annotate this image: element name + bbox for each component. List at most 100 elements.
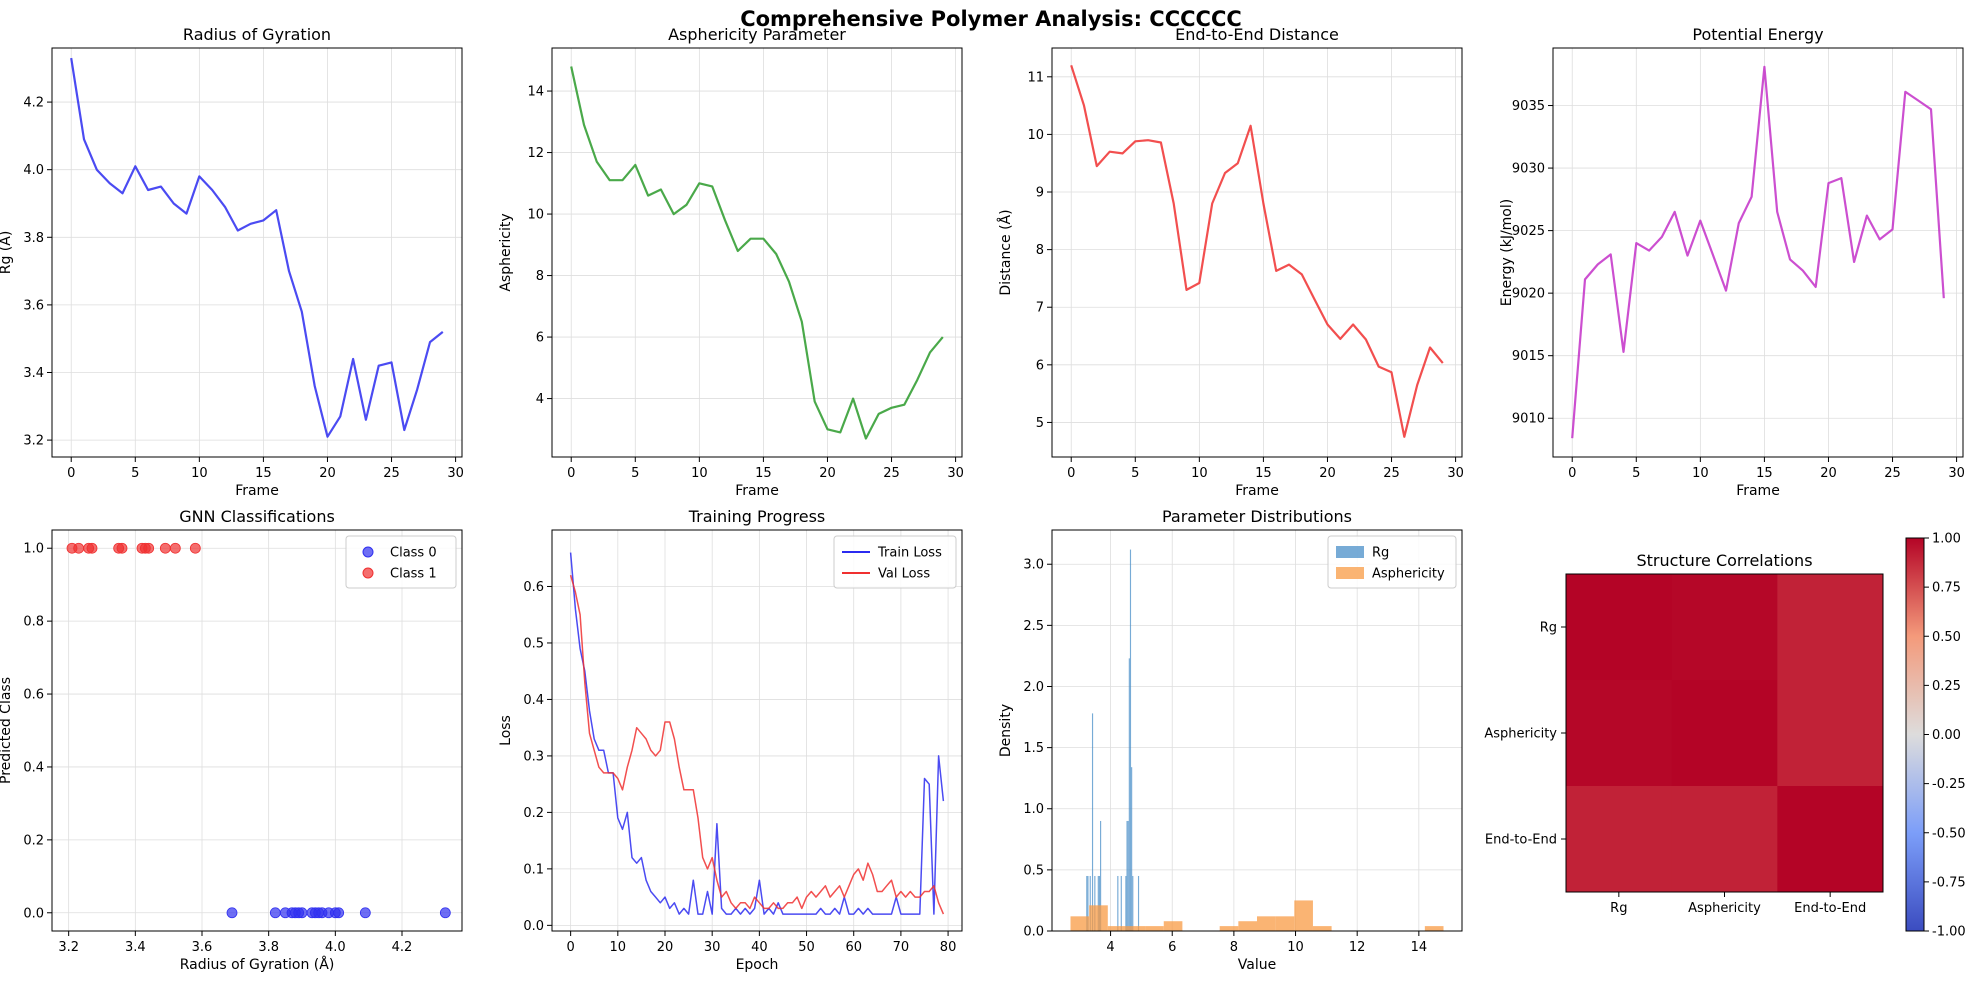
panel-title: End-to-End Distance: [1175, 25, 1339, 44]
y-tick-label: 3.2: [23, 434, 44, 449]
histogram-bar: [1107, 926, 1127, 931]
x-axis-label: Frame: [1736, 483, 1780, 499]
y-tick-label: 0.1: [523, 862, 544, 877]
histogram-bar: [1257, 916, 1276, 931]
heatmap-cell: [1777, 574, 1884, 681]
panel-structure-correlations: Structure Correlations Rg Rg Asphericity Asp…: [1484, 532, 1965, 940]
x-tick-label: Asphericity: [1688, 901, 1761, 916]
x-tick-label: 10: [691, 466, 708, 481]
histogram-bar: [1129, 549, 1132, 931]
colorbar-tick-label: -0.25: [1932, 777, 1966, 792]
grid: [52, 530, 462, 931]
legend-swatch: [1336, 567, 1364, 579]
plot-frame: [1051, 47, 1463, 458]
y-tick-label: 8: [536, 269, 544, 284]
panel-training-progress: 0 10 20 30 40 50 60 70 80 0.0 0.1 0.2 0.3 0.4 0.5 0.6 Tr…: [498, 507, 963, 973]
y-tick-label: 9030: [1512, 162, 1545, 177]
y-tick-label: 3.0: [1023, 558, 1044, 573]
panel-title: Asphericity Parameter: [668, 25, 846, 44]
x-tick-label: 6: [1168, 940, 1176, 955]
scatter-point: [86, 542, 98, 554]
y-tick-label: Rg: [1540, 621, 1557, 636]
histogram-bar: [1126, 820, 1128, 931]
panel-title: Radius of Gyration: [183, 25, 331, 44]
x-tick-label: 8: [1230, 940, 1238, 955]
y-tick-label: 0.5: [523, 636, 544, 651]
legend-label: Asphericity: [1372, 567, 1445, 582]
scatter-point: [439, 907, 451, 919]
histogram-bar: [1275, 916, 1295, 931]
x-tick-label: 3.4: [125, 940, 146, 955]
histogram-bar: [1137, 875, 1140, 931]
scatter-point: [143, 542, 155, 554]
x-tick-label: 30: [447, 466, 464, 481]
legend-label: Rg: [1372, 546, 1389, 561]
y-tick-label: 7: [1036, 301, 1044, 316]
histogram-bar: [1120, 875, 1122, 931]
legend-swatch: [362, 546, 374, 558]
heatmap-cell: [1671, 680, 1778, 787]
histogram-bar: [1132, 875, 1134, 931]
grid: [1052, 48, 1462, 457]
panel-gnn-classifications: 3.2 3.4 3.6 3.8 4.0 4.2 0.0 0.2 0.4 0.6 0.8 1.0 GNN …: [0, 507, 463, 973]
x-tick-label: 4.0: [325, 940, 346, 955]
x-tick-label: 4.2: [392, 940, 413, 955]
x-tick-label: 5: [1131, 466, 1139, 481]
y-tick-label: 2.0: [1023, 680, 1044, 695]
heatmap-cell: [1566, 680, 1673, 787]
x-tick-label: 3.2: [58, 940, 79, 955]
scatter-point: [116, 542, 128, 554]
histogram-bar: [1238, 921, 1257, 931]
plot-frame: [1552, 47, 1964, 458]
y-tick-label: 0.4: [23, 760, 44, 775]
legend-box: [345, 535, 457, 589]
x-tick-label: 70: [893, 940, 910, 955]
y-tick-label: 4.2: [23, 96, 44, 111]
x-tick-label: 20: [1319, 466, 1336, 481]
x-tick-label: 15: [255, 466, 272, 481]
plot-frame: [51, 47, 463, 458]
x-tick-label: 10: [1692, 466, 1709, 481]
y-tick-label: End-to-End: [1485, 833, 1557, 848]
legend: Class 0 Class 1: [345, 535, 457, 589]
scatter-point: [159, 542, 171, 554]
y-axis-label: Loss: [498, 715, 514, 746]
heatmap-cell: [1671, 574, 1778, 681]
series-line-asphericity: [570, 66, 944, 440]
y-tick-label: 1.0: [1023, 802, 1044, 817]
y-tick-label: 6: [536, 331, 544, 346]
x-tick-label: 30: [1948, 466, 1965, 481]
y-tick-label: 12: [527, 146, 544, 161]
histogram-bar: [1131, 767, 1133, 931]
grid: [552, 48, 962, 457]
x-tick-label: 0: [1067, 466, 1075, 481]
scatter-point: [189, 542, 201, 554]
colorbar-tick-label: 0.00: [1932, 728, 1961, 743]
y-tick-label: 9025: [1512, 224, 1545, 239]
y-tick-label: 10: [1027, 128, 1044, 143]
colorbar-tick-label: 0.50: [1932, 630, 1961, 645]
y-tick-label: 0.5: [1023, 863, 1044, 878]
colorbar-tick-label: -0.75: [1932, 875, 1966, 890]
panel-asphericity: 0 5 10 15 20 25 30 4 6 8 10 12 14 Asphericity Paramet…: [498, 25, 964, 499]
panel-title: GNN Classifications: [179, 507, 335, 526]
scatter-point: [296, 907, 308, 919]
histogram-bar: [1128, 658, 1130, 931]
histogram-bar: [1219, 926, 1239, 931]
x-tick-label: 20: [1820, 466, 1837, 481]
y-tick-label: Asphericity: [1484, 727, 1557, 742]
plot-frame: [1051, 529, 1463, 932]
heatmap-cell: [1566, 786, 1673, 893]
y-tick-label: 4: [536, 392, 544, 407]
x-tick-label: 4: [1106, 940, 1114, 955]
x-tick-label: 3.6: [192, 940, 213, 955]
histogram-bar: [1087, 875, 1089, 931]
panel-title: Structure Correlations: [1636, 551, 1812, 570]
y-tick-label: 4.0: [23, 163, 44, 178]
heatmap-cell: [1566, 574, 1673, 681]
x-tick-label: 5: [131, 466, 139, 481]
x-tick-label: 25: [883, 466, 900, 481]
x-axis-label: Value: [1238, 957, 1276, 973]
x-tick-label: 15: [755, 466, 772, 481]
